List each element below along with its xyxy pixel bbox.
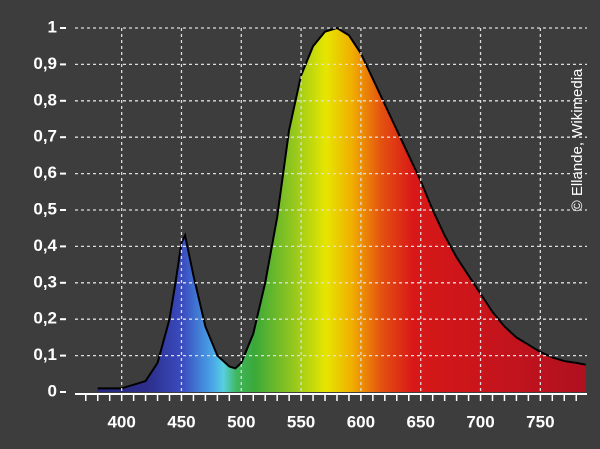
x-tick-label: 700 xyxy=(466,412,494,431)
x-tick-label: 500 xyxy=(227,412,255,431)
x-tick-label: 650 xyxy=(407,412,435,431)
y-tick-label: 0,2 xyxy=(33,309,57,328)
x-tick-label: 750 xyxy=(526,412,554,431)
y-tick-label: 0,9 xyxy=(33,54,57,73)
y-tick-label: 0 xyxy=(48,381,57,400)
y-tick-label: 0,3 xyxy=(33,272,57,291)
credit: © Ellande, Wikimedia xyxy=(569,68,586,211)
x-tick-label: 600 xyxy=(347,412,375,431)
x-tick-label: 450 xyxy=(167,412,195,431)
y-tick-label: 0,1 xyxy=(33,345,57,364)
y-tick-label: 0,6 xyxy=(33,163,57,182)
y-tick-label: 0,7 xyxy=(33,127,57,146)
y-tick-label: 0,4 xyxy=(33,236,57,255)
x-tick-label: 400 xyxy=(107,412,135,431)
spectrum-line xyxy=(97,26,586,390)
y-tick-label: 0,8 xyxy=(33,90,57,109)
y-tick-label: 0,5 xyxy=(33,199,57,218)
y-tick-label: 1 xyxy=(48,17,57,36)
x-tick-label: 550 xyxy=(287,412,315,431)
